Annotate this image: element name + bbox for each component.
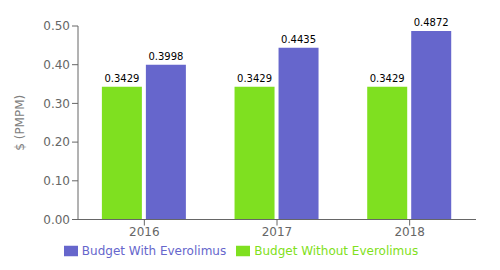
svg-text:0.00: 0.00 <box>43 213 70 227</box>
svg-text:0.4872: 0.4872 <box>414 17 449 28</box>
svg-text:0.30: 0.30 <box>43 97 70 111</box>
svg-text:0.20: 0.20 <box>43 135 70 149</box>
html-text:Budget Without Everolimus: Budget Without Everolimus <box>254 243 419 258</box>
html-text:Budget With Everolimus: Budget With Everolimus <box>81 243 227 258</box>
svg-text:2017: 2017 <box>262 225 293 239</box>
svg-text:0.4435: 0.4435 <box>281 34 316 45</box>
svg-text:2016: 2016 <box>129 225 160 239</box>
svg-text:0.3998: 0.3998 <box>148 51 183 62</box>
svg-text:0.3429: 0.3429 <box>104 73 139 84</box>
svg-text:0.50: 0.50 <box>43 19 70 33</box>
svg-text:0.10: 0.10 <box>43 174 70 188</box>
svg-text:0.40: 0.40 <box>43 58 70 72</box>
svg-text:$ (PMPM): $ (PMPM) <box>13 95 27 151</box>
svg-text:2018: 2018 <box>394 225 425 239</box>
svg-text:0.3429: 0.3429 <box>237 73 272 84</box>
svg-text:0.3429: 0.3429 <box>370 73 405 84</box>
